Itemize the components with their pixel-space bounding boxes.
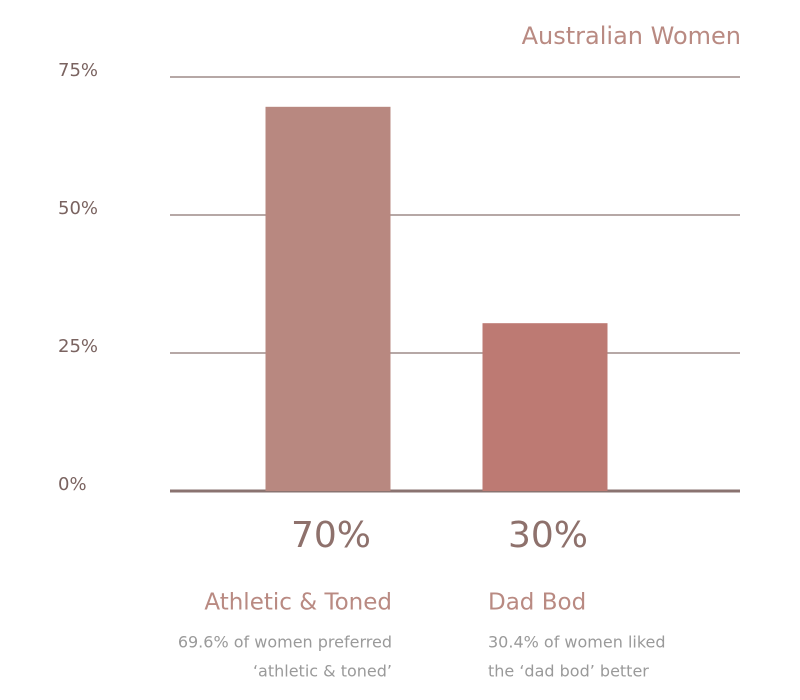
caption: 69.6% of women preferred (178, 633, 392, 652)
y-tick-label: 75% (58, 60, 98, 81)
bar (265, 106, 391, 492)
chart-title: Australian Women (522, 22, 741, 50)
y-tick-label: 50% (58, 198, 98, 219)
category-label: Dad Bod (488, 590, 586, 616)
y-tick-label: 0% (58, 474, 87, 495)
caption: the ‘dad bod’ better (488, 662, 649, 681)
caption: ‘athletic & toned’ (253, 662, 392, 681)
bar (482, 323, 608, 491)
y-tick-label: 25% (58, 336, 98, 357)
category-label: Athletic & Toned (204, 590, 392, 616)
value-label: 70% (291, 515, 371, 556)
value-label: 30% (508, 515, 588, 556)
caption: 30.4% of women liked (488, 633, 666, 652)
